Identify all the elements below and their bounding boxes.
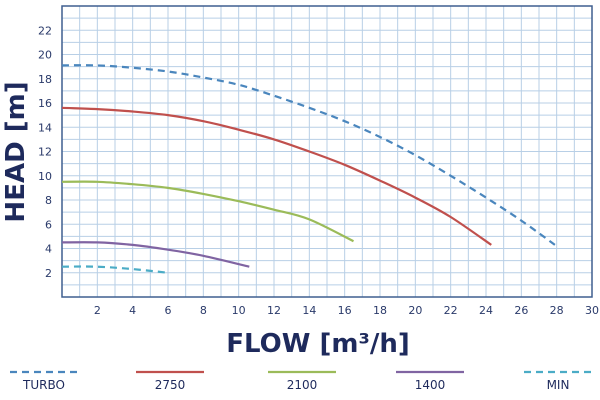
legend-label-turbo: TURBO xyxy=(22,378,65,392)
x-tick-label: 4 xyxy=(129,304,136,317)
legend-label-min: MIN xyxy=(547,378,570,392)
y-tick-label: 10 xyxy=(38,170,52,183)
x-tick-label: 30 xyxy=(585,304,599,317)
x-tick-label: 20 xyxy=(408,304,422,317)
tick-labels: 2 4 6 8 10 12 14 16 18 20 22 24 26 28 3024681012141618… xyxy=(38,24,599,317)
x-tick-label: 8 xyxy=(200,304,207,317)
x-tick-label: 22 xyxy=(444,304,458,317)
y-tick-label: 16 xyxy=(38,97,52,110)
x-tick-label: 18 xyxy=(373,304,387,317)
legend-label-1400: 1400 xyxy=(415,378,446,392)
x-tick-label: 26 xyxy=(514,304,528,317)
series-line-1400 xyxy=(61,241,250,268)
series-line-min xyxy=(61,265,169,274)
x-axis-title: FLOW [m³/h] xyxy=(226,329,410,359)
y-tick-label: 12 xyxy=(38,146,52,159)
axes xyxy=(61,5,593,298)
y-axis-title: HEAD [m] xyxy=(1,81,31,222)
y-tick-label: 22 xyxy=(38,24,52,37)
y-tick-label: 2 xyxy=(45,267,52,280)
y-tick-label: 20 xyxy=(38,49,52,62)
y-tick-label: 14 xyxy=(38,121,52,134)
legend-label-2100: 2100 xyxy=(287,378,318,392)
series-lines xyxy=(61,64,556,274)
x-tick-label: 16 xyxy=(338,304,352,317)
x-tick-label: 2 xyxy=(94,304,101,317)
plot-frame xyxy=(61,5,593,298)
series-line-2100 xyxy=(61,180,354,243)
series-line-turbo xyxy=(61,64,556,246)
y-tick-label: 6 xyxy=(45,218,52,231)
legend: TURBO 2750 2100 1400 MIN xyxy=(10,370,592,392)
y-tick-label: 8 xyxy=(45,194,52,207)
legend-label-2750: 2750 xyxy=(155,378,186,392)
y-tick-label: 4 xyxy=(45,243,52,256)
x-tick-label: 6 xyxy=(165,304,172,317)
x-tick-label: 24 xyxy=(479,304,493,317)
x-tick-label: 28 xyxy=(550,304,564,317)
grid xyxy=(62,6,592,297)
x-tick-label: 10 xyxy=(232,304,246,317)
y-tick-label: 18 xyxy=(38,73,52,86)
x-tick-label: 14 xyxy=(302,304,316,317)
x-tick-label: 12 xyxy=(267,304,281,317)
series-line-2750 xyxy=(61,106,492,246)
